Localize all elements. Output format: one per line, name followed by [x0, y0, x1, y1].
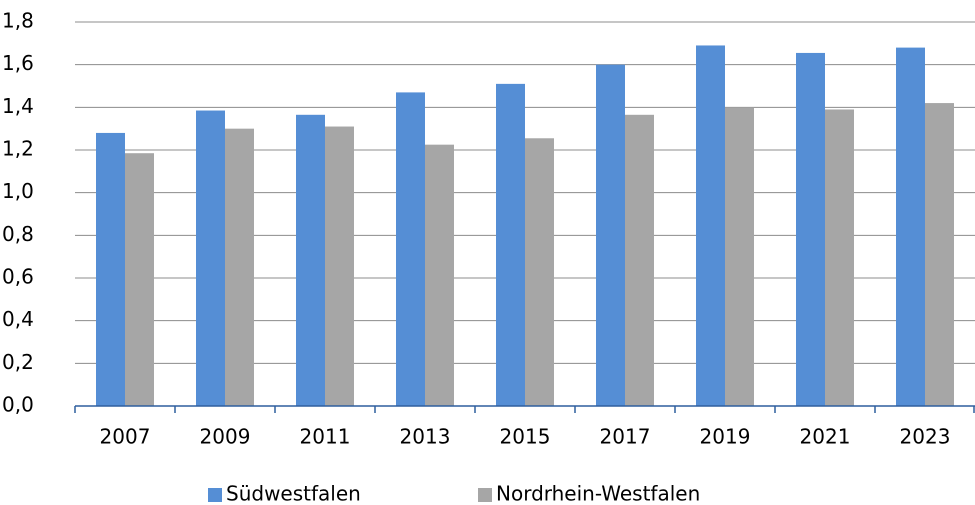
x-tick-label: 2017 — [600, 425, 651, 449]
y-tick-label: 0,8 — [2, 222, 34, 246]
legend-swatch — [478, 488, 492, 502]
bar — [925, 103, 954, 407]
x-tick-label: 2021 — [800, 425, 851, 449]
x-tick-label: 2007 — [100, 425, 151, 449]
x-tick-label: 2011 — [300, 425, 351, 449]
legend-label: Südwestfalen — [226, 482, 361, 505]
y-tick-label: 0,0 — [2, 393, 34, 417]
bar — [825, 109, 854, 406]
legend-swatch — [208, 488, 222, 502]
legend-label: Nordrhein-Westfalen — [496, 482, 700, 505]
x-tick-label: 2023 — [900, 425, 951, 449]
bar — [225, 128, 254, 406]
bar — [525, 138, 554, 406]
x-tick-label: 2015 — [500, 425, 551, 449]
bar — [325, 126, 354, 407]
x-tick-label: 2019 — [700, 425, 751, 449]
y-tick-label: 0,6 — [2, 265, 34, 289]
y-tick-label: 1,0 — [2, 179, 34, 203]
bar — [625, 114, 654, 407]
x-tick-label: 2013 — [400, 425, 451, 449]
bar — [425, 144, 454, 406]
y-tick-label: 0,4 — [2, 307, 34, 331]
bar — [125, 153, 154, 406]
y-tick-label: 1,8 — [2, 9, 34, 33]
bar — [896, 47, 925, 406]
bar — [296, 114, 325, 407]
bar — [396, 92, 425, 407]
bar — [496, 83, 525, 406]
bar — [596, 64, 625, 407]
y-tick-label: 0,2 — [2, 350, 34, 374]
y-tick-label: 1,4 — [2, 94, 34, 118]
bar — [796, 52, 825, 406]
y-tick-label: 1,2 — [2, 137, 34, 161]
bar — [196, 110, 225, 407]
x-tick-label: 2009 — [200, 425, 251, 449]
y-tick-label: 1,6 — [2, 51, 34, 75]
bar — [696, 45, 725, 406]
bar — [96, 132, 125, 406]
bar — [725, 107, 754, 406]
